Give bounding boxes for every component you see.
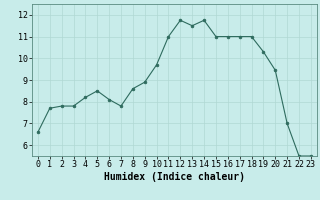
X-axis label: Humidex (Indice chaleur): Humidex (Indice chaleur) — [104, 172, 245, 182]
